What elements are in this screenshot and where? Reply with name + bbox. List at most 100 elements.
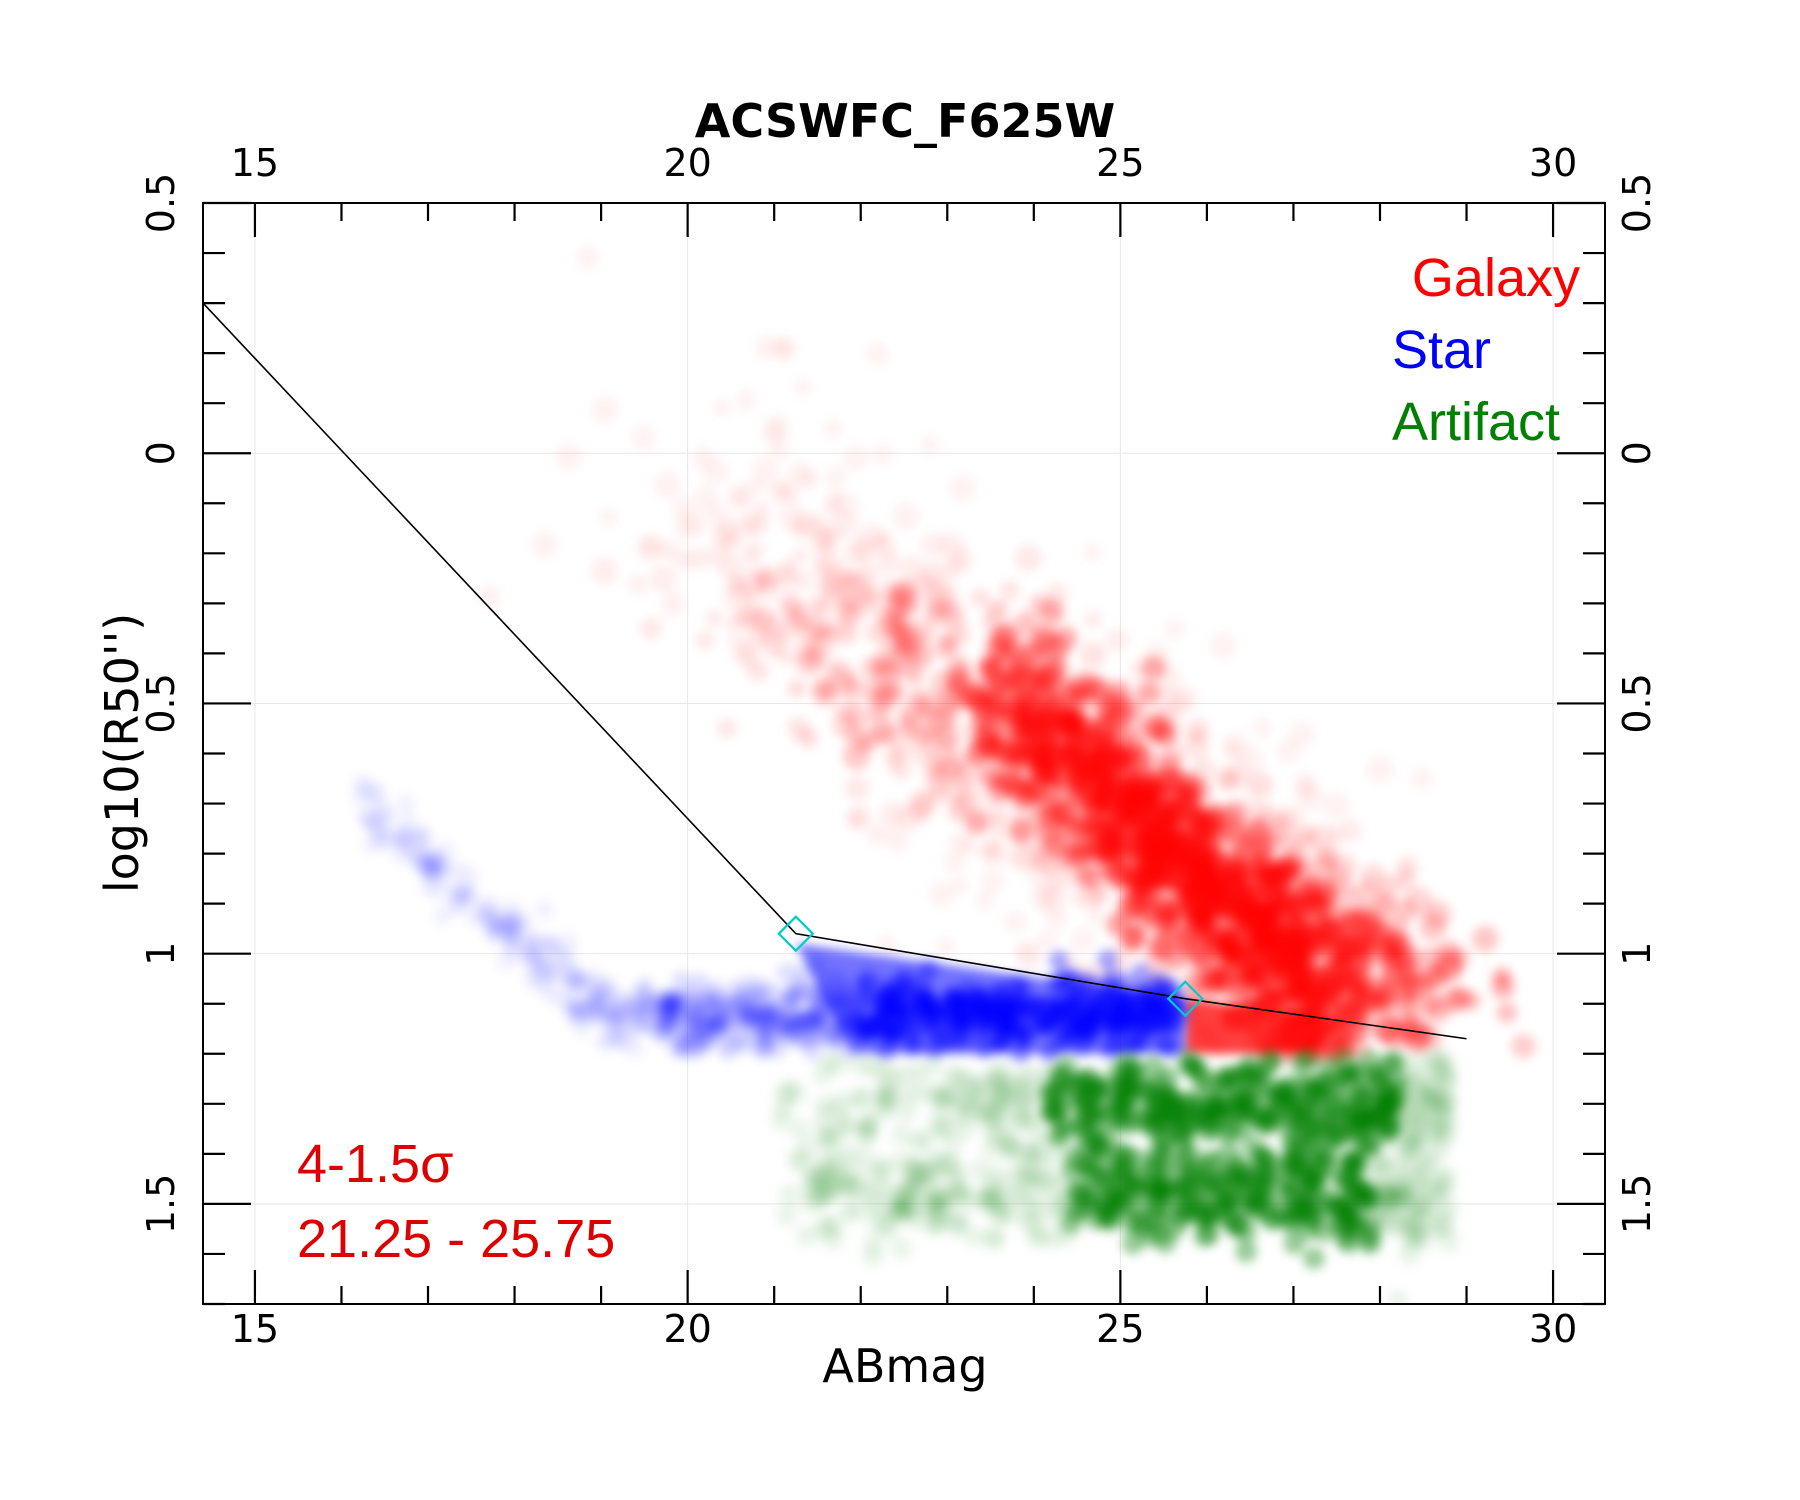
galaxy-point [711, 524, 736, 549]
galaxy-point [812, 557, 833, 578]
star-point [566, 969, 587, 990]
artifact-point [1278, 1150, 1301, 1173]
artifact-point [1298, 1101, 1321, 1124]
artifact-point [1363, 1211, 1386, 1234]
galaxy-point [1511, 1033, 1536, 1059]
galaxy-point [911, 696, 931, 716]
galaxy-point [1384, 915, 1409, 940]
galaxy-point [1244, 771, 1273, 800]
galaxy-point [943, 559, 963, 578]
galaxy-point [657, 538, 679, 561]
star-point [803, 986, 824, 1007]
galaxy-point [936, 937, 956, 957]
galaxy-point [754, 335, 779, 360]
star-point [485, 920, 506, 941]
galaxy-point [996, 705, 1021, 730]
galaxy-point [980, 869, 1005, 894]
star-point [768, 1000, 789, 1021]
galaxy-point [842, 444, 869, 471]
galaxy-point [1280, 831, 1302, 853]
artifact-point [1193, 1225, 1216, 1248]
galaxy-point [1000, 741, 1025, 766]
artifact-point [795, 1224, 818, 1247]
galaxy-point [1083, 543, 1102, 562]
artifact-point [1163, 1217, 1186, 1240]
artifact-point [1293, 1183, 1316, 1206]
galaxy-point [1139, 885, 1164, 910]
artifact-point [827, 1053, 850, 1076]
artifact-point [1025, 1224, 1048, 1247]
galaxy-point [704, 609, 724, 628]
galaxy-point [1097, 736, 1122, 761]
galaxy-point [745, 539, 766, 560]
galaxy-point [1164, 945, 1189, 970]
chart-title: ACSWFC_F625W [695, 94, 1115, 148]
star-point [397, 811, 418, 832]
galaxy-point [1186, 723, 1209, 745]
galaxy-point [1323, 826, 1346, 848]
star-point [397, 838, 418, 859]
star-point [1130, 963, 1151, 984]
galaxy-point [920, 435, 941, 455]
galaxy-point [798, 728, 819, 749]
galaxy-point [1053, 626, 1078, 651]
galaxy-point [928, 880, 955, 907]
artifact-point [770, 1108, 793, 1131]
galaxy-point [1087, 906, 1106, 926]
galaxy-point [640, 535, 660, 555]
galaxy-point [891, 760, 911, 781]
x-tick-label-top: 20 [663, 141, 711, 185]
artifact-point [1327, 1126, 1350, 1149]
artifact-point [824, 1098, 847, 1121]
galaxy-point [1176, 924, 1201, 949]
artifact-point [1184, 1055, 1207, 1078]
galaxy-point [1221, 859, 1246, 884]
galaxy-point [900, 555, 925, 580]
artifact-point [930, 1119, 953, 1142]
artifact-point [1084, 1114, 1107, 1137]
galaxy-point [1358, 987, 1383, 1012]
artifact-point [1408, 1047, 1431, 1070]
galaxy-point [1136, 680, 1161, 705]
artifact-point [1315, 1142, 1338, 1165]
star-point [808, 1011, 829, 1032]
artifact-point [1415, 1154, 1438, 1177]
artifact-point [1170, 1161, 1193, 1184]
galaxy-point [1151, 909, 1176, 934]
artifact-point [1110, 1072, 1133, 1095]
galaxy-point [1287, 966, 1312, 991]
star-points [351, 774, 1191, 1064]
artifact-point [1291, 1200, 1314, 1223]
galaxy-point [1391, 981, 1416, 1006]
artifact-point [895, 1184, 918, 1207]
galaxy-point [1130, 767, 1155, 792]
galaxy-point [1442, 987, 1468, 1013]
annotation-range: 21.25 - 25.75 [297, 1209, 615, 1269]
galaxy-point [843, 743, 872, 772]
artifact-point [1199, 1149, 1222, 1172]
artifact-point [955, 1067, 978, 1090]
galaxy-point [858, 563, 881, 585]
artifact-point [1303, 1071, 1326, 1094]
artifact-point [989, 1056, 1012, 1079]
galaxy-point [1305, 965, 1330, 990]
galaxy-point [554, 443, 583, 471]
star-point [432, 905, 453, 926]
galaxy-point [768, 481, 790, 503]
galaxy-point [812, 528, 836, 552]
artifact-point [1178, 1116, 1201, 1139]
artifact-point [1055, 1223, 1078, 1246]
star-point [680, 994, 701, 1015]
galaxy-point [674, 517, 698, 541]
star-point [671, 970, 692, 991]
y-axis-label: log10(R50'') [95, 613, 149, 893]
artifact-point [876, 1214, 899, 1237]
artifact-point [1142, 1055, 1165, 1078]
artifact-point [1402, 1206, 1425, 1229]
artifact-point [1430, 1216, 1453, 1239]
galaxy-point [1252, 717, 1273, 738]
galaxy-point [866, 342, 890, 366]
x-tick-label-top: 25 [1096, 141, 1144, 185]
galaxy-point [1247, 933, 1272, 958]
